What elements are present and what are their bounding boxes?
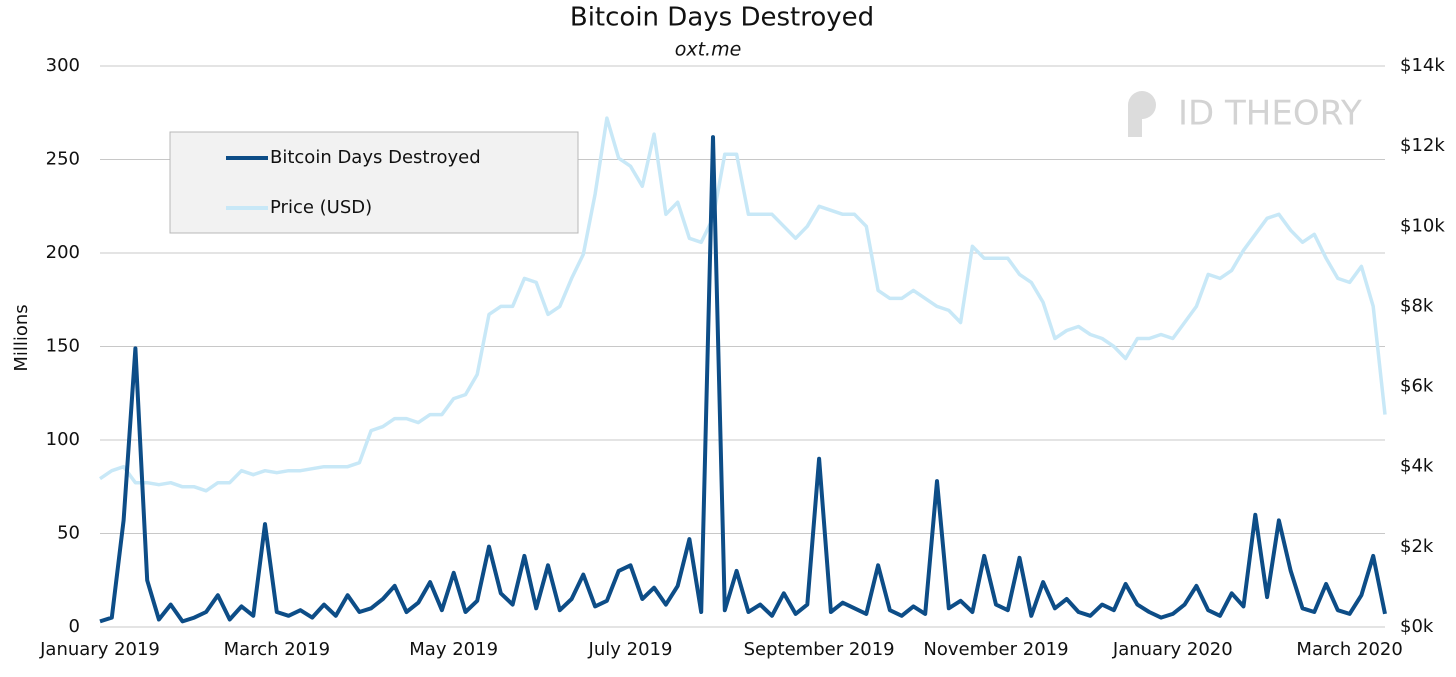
series-line [99, 116, 1387, 493]
x-tick-label: January 2019 [39, 639, 160, 660]
x-tick-label: November 2019 [923, 639, 1068, 660]
chart-title: Bitcoin Days Destroyed [570, 3, 874, 33]
legend-label: Price (USD) [270, 197, 372, 218]
y2-tick-label: $2k [1400, 536, 1434, 557]
y-tick-label: 250 [46, 149, 80, 170]
x-tick-label: January 2020 [1112, 639, 1233, 660]
chart-subtitle: oxt.me [675, 39, 742, 61]
y2-tick-label: $8k [1400, 295, 1434, 316]
x-tick-label: September 2019 [744, 639, 895, 660]
series-line [99, 135, 1387, 624]
legend-box [169, 131, 579, 234]
y2-tick-label: $14k [1400, 55, 1445, 76]
x-tick-label: July 2019 [588, 639, 673, 660]
x-tick-label: March 2019 [224, 639, 330, 660]
y2-tick-label: $10k [1400, 215, 1445, 236]
x-tick-label: March 2020 [1296, 639, 1402, 660]
y-tick-label: 100 [46, 429, 80, 450]
y-tick-label: 50 [57, 523, 80, 544]
watermark: ID THEORY [1178, 94, 1362, 134]
y2-tick-label: $4k [1400, 456, 1434, 477]
legend: Bitcoin Days Destroyed Price (USD) [169, 131, 579, 234]
y2-tick-label: $6k [1400, 376, 1434, 397]
y2-tick-label: $0k [1400, 616, 1434, 637]
y-tick-label: 0 [69, 616, 80, 637]
y-tick-label: 200 [46, 242, 80, 263]
y-axis-label: Millions [11, 304, 32, 371]
watermark-icon [1128, 91, 1156, 137]
y-tick-label: 150 [46, 336, 80, 357]
x-tick-label: May 2019 [409, 639, 498, 660]
y2-tick-label: $12k [1400, 135, 1445, 156]
legend-label: Bitcoin Days Destroyed [270, 147, 481, 168]
y-tick-label: 300 [46, 55, 80, 76]
